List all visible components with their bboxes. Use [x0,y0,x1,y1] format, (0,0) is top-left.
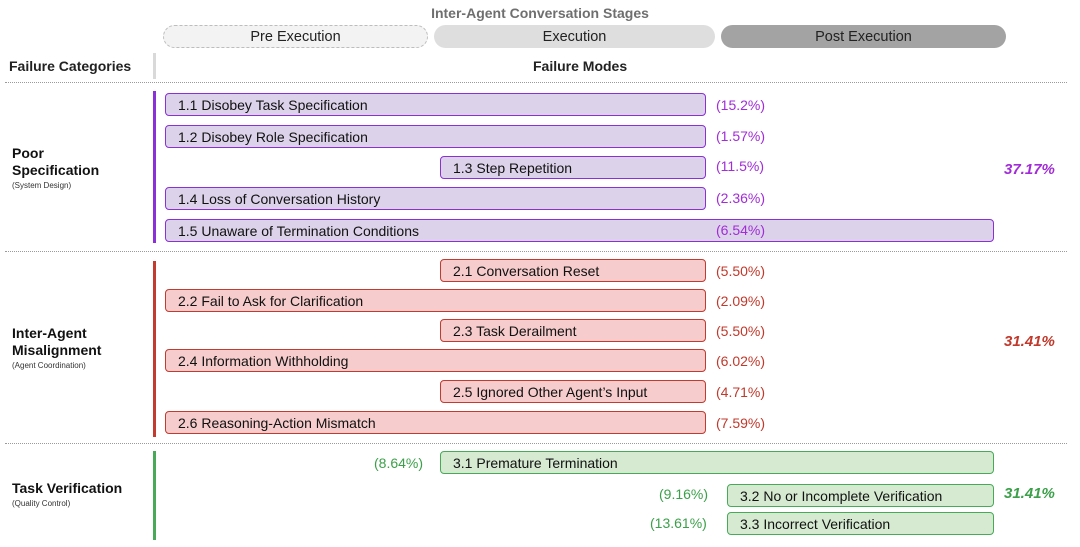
category-verification-subtitle: (Quality Control) [12,499,71,508]
mode-1-1-pct: (15.2%) [716,97,766,113]
mode-1-4-pct: (2.36%) [716,190,766,206]
category-poor-spec-title: Poor Specification [12,145,99,179]
verification-total: 31.41% [1004,485,1055,502]
mode-2-2-pct: (2.09%) [716,293,766,309]
mode-1-5: 1.5 Unaware of Termination Conditions [165,219,994,242]
mode-2-5: 2.5 Ignored Other Agent’s Input [440,380,706,403]
mode-2-2: 2.2 Fail to Ask for Clarification [165,289,706,312]
divider-top [5,82,1067,83]
mode-3-2-pct: (9.16%) [659,486,709,502]
stage-pre-execution: Pre Execution [163,25,428,48]
failure-categories-header: Failure Categories [9,58,132,74]
mode-1-4: 1.4 Loss of Conversation History [165,187,706,210]
mode-3-2: 3.2 No or Incomplete Verification [727,484,994,507]
category-misalignment-title: Inter-Agent Misalignment [12,325,101,359]
mode-1-3: 1.3 Step Repetition [440,156,706,179]
misalignment-total: 31.41% [1004,333,1055,350]
misalignment-bar [153,261,156,437]
mode-1-3-pct: (11.5%) [716,158,764,174]
mode-2-5-pct: (4.71%) [716,384,766,400]
mode-2-3: 2.3 Task Derailment [440,319,706,342]
failure-modes-header: Failure Modes [533,58,628,74]
diagram-title: Inter-Agent Conversation Stages [431,5,649,21]
mode-2-1-pct: (5.50%) [716,263,766,279]
category-title-line: Misalignment [12,342,102,358]
stage-execution: Execution [434,25,715,48]
stage-post-execution: Post Execution [721,25,1006,48]
category-verification-title: Task Verification [12,480,122,497]
mode-1-1: 1.1 Disobey Task Specification [165,93,706,116]
verification-bar [153,451,156,540]
divider-bottom [5,443,1067,444]
mode-3-3-pct: (13.61%) [650,515,707,531]
mode-2-1: 2.1 Conversation Reset [440,259,706,282]
category-title-line: Poor [12,145,44,161]
mode-2-4-pct: (6.02%) [716,353,766,369]
mode-2-4: 2.4 Information Withholding [165,349,706,372]
mode-2-3-pct: (5.50%) [716,323,766,339]
category-misalignment-subtitle: (Agent Coordination) [12,361,86,370]
poor-spec-bar [153,91,156,243]
mode-3-1-pct: (8.64%) [374,455,424,471]
category-poor-spec-subtitle: (System Design) [12,181,72,190]
header-separator [153,53,156,79]
mode-2-6-pct: (7.59%) [716,415,766,431]
category-title-line: Task Verification [12,480,123,496]
category-title-line: Inter-Agent [12,325,87,341]
poor-spec-total: 37.17% [1004,161,1055,178]
mode-2-6: 2.6 Reasoning-Action Mismatch [165,411,706,434]
mode-1-2-pct: (1.57%) [716,128,766,144]
mode-1-2: 1.2 Disobey Role Specification [165,125,706,148]
category-title-line: Specification [12,162,100,178]
mode-1-5-pct: (6.54%) [716,222,766,238]
divider-middle [5,251,1067,252]
mode-3-3: 3.3 Incorrect Verification [727,512,994,535]
mode-3-1: 3.1 Premature Termination [440,451,994,474]
